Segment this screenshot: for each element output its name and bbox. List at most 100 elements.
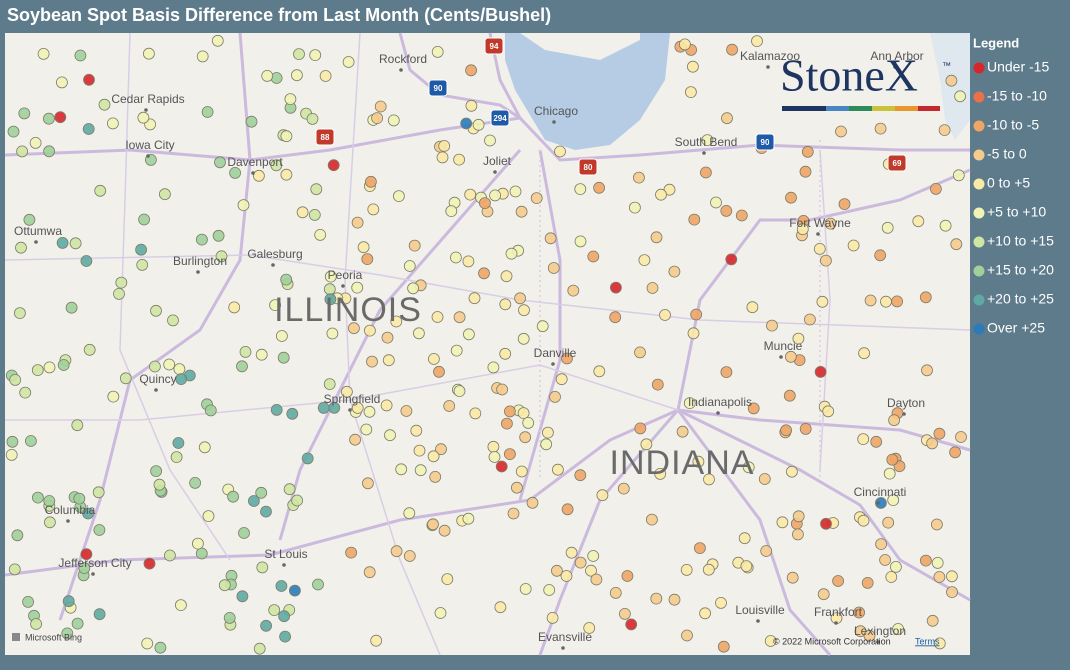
- location-dot: [172, 437, 185, 449]
- location-dot: [738, 532, 751, 545]
- location-dot: [820, 254, 832, 267]
- location-dot: [766, 319, 778, 332]
- location-dot: [822, 405, 835, 418]
- city-label: Ann Arbor: [870, 49, 923, 63]
- city-marker: [561, 646, 565, 650]
- location-dot: [115, 276, 128, 289]
- location-dot: [515, 465, 528, 478]
- location-dot: [15, 241, 27, 254]
- city-label: Kalamazoo: [740, 49, 800, 63]
- location-dot: [382, 354, 395, 367]
- city-marker: [702, 151, 706, 155]
- location-dot: [726, 43, 738, 56]
- city-label: Cedar Rapids: [111, 92, 184, 106]
- location-dot: [864, 294, 877, 307]
- legend-label: +20 to +25: [987, 291, 1054, 307]
- highway-number: 88: [321, 133, 330, 142]
- location-dot: [540, 438, 553, 451]
- provider: Microsoft Bing: [25, 632, 82, 642]
- location-dot: [433, 365, 445, 378]
- location-dot: [80, 255, 93, 267]
- location-dot: [879, 554, 891, 566]
- location-dot: [80, 548, 93, 561]
- location-dot: [885, 571, 898, 583]
- location-dot: [621, 570, 634, 582]
- location-dot: [838, 198, 851, 211]
- location-dot: [874, 249, 887, 262]
- location-dot: [835, 125, 847, 138]
- location-dot: [887, 494, 900, 507]
- location-dot: [43, 145, 55, 158]
- location-dot: [279, 630, 292, 643]
- location-dot: [640, 438, 653, 451]
- location-dot: [489, 189, 502, 202]
- location-dot: [469, 407, 482, 420]
- location-dot: [610, 281, 622, 294]
- logo-bar: [782, 106, 826, 111]
- location-dot: [783, 389, 796, 402]
- location-dot: [875, 538, 887, 550]
- location-dot: [796, 223, 809, 236]
- city-label: Cincinnati: [854, 485, 907, 499]
- highway-shield: [578, 158, 598, 176]
- location-dot: [392, 190, 405, 203]
- terms-link[interactable]: Terms: [915, 636, 940, 646]
- location-dot: [646, 282, 659, 294]
- location-dot: [138, 213, 151, 226]
- location-dot: [98, 98, 111, 111]
- location-dot: [453, 153, 466, 166]
- city-label: Danville: [534, 346, 577, 360]
- location-dot: [503, 448, 516, 461]
- location-dot: [522, 416, 535, 429]
- location-dot: [950, 238, 963, 251]
- location-dot: [370, 634, 383, 647]
- location-dot: [699, 607, 711, 620]
- location-dot: [301, 452, 314, 465]
- location-dot: [634, 422, 647, 435]
- highway-number: 90: [761, 138, 770, 147]
- city-marker: [816, 232, 820, 236]
- location-dot: [478, 197, 491, 210]
- location-dot: [453, 311, 466, 324]
- location-dot: [920, 554, 932, 567]
- location-dot: [167, 314, 179, 327]
- city-marker: [196, 270, 200, 274]
- location-dot: [135, 243, 148, 256]
- highway-number: 90: [434, 84, 443, 93]
- location-dot: [414, 464, 427, 477]
- location-dot: [919, 291, 932, 304]
- location-dot: [204, 404, 217, 417]
- location-dot: [427, 353, 440, 365]
- location-dot: [450, 344, 463, 357]
- location-dot: [484, 134, 496, 147]
- location-dot: [590, 573, 603, 586]
- location-dot: [503, 405, 516, 418]
- location-dot: [163, 549, 176, 562]
- location-dot: [371, 112, 384, 124]
- location-dot: [676, 425, 689, 438]
- location-dot: [593, 181, 605, 194]
- city-label: Galesburg: [247, 247, 302, 261]
- location-dot: [153, 478, 166, 491]
- location-dot: [351, 216, 364, 229]
- location-dot: [453, 385, 466, 398]
- location-dot: [255, 348, 268, 361]
- legend-swatch: [973, 236, 985, 248]
- location-dot: [688, 213, 701, 226]
- location-dot: [857, 514, 870, 527]
- location-dot: [721, 112, 733, 125]
- location-dot: [74, 49, 87, 62]
- location-dot: [431, 46, 444, 58]
- city-marker: [893, 65, 897, 69]
- city-label: Jefferson City: [58, 556, 131, 570]
- location-dot: [136, 258, 149, 271]
- location-dot: [413, 444, 426, 457]
- location-dot: [596, 489, 609, 502]
- location-dot: [163, 358, 176, 371]
- location-dot: [514, 292, 526, 305]
- legend-label: +15 to +20: [987, 262, 1054, 278]
- location-dot: [547, 262, 560, 274]
- location-dot: [275, 580, 288, 592]
- city-label: Columbia: [45, 503, 96, 517]
- location-dot: [340, 385, 353, 398]
